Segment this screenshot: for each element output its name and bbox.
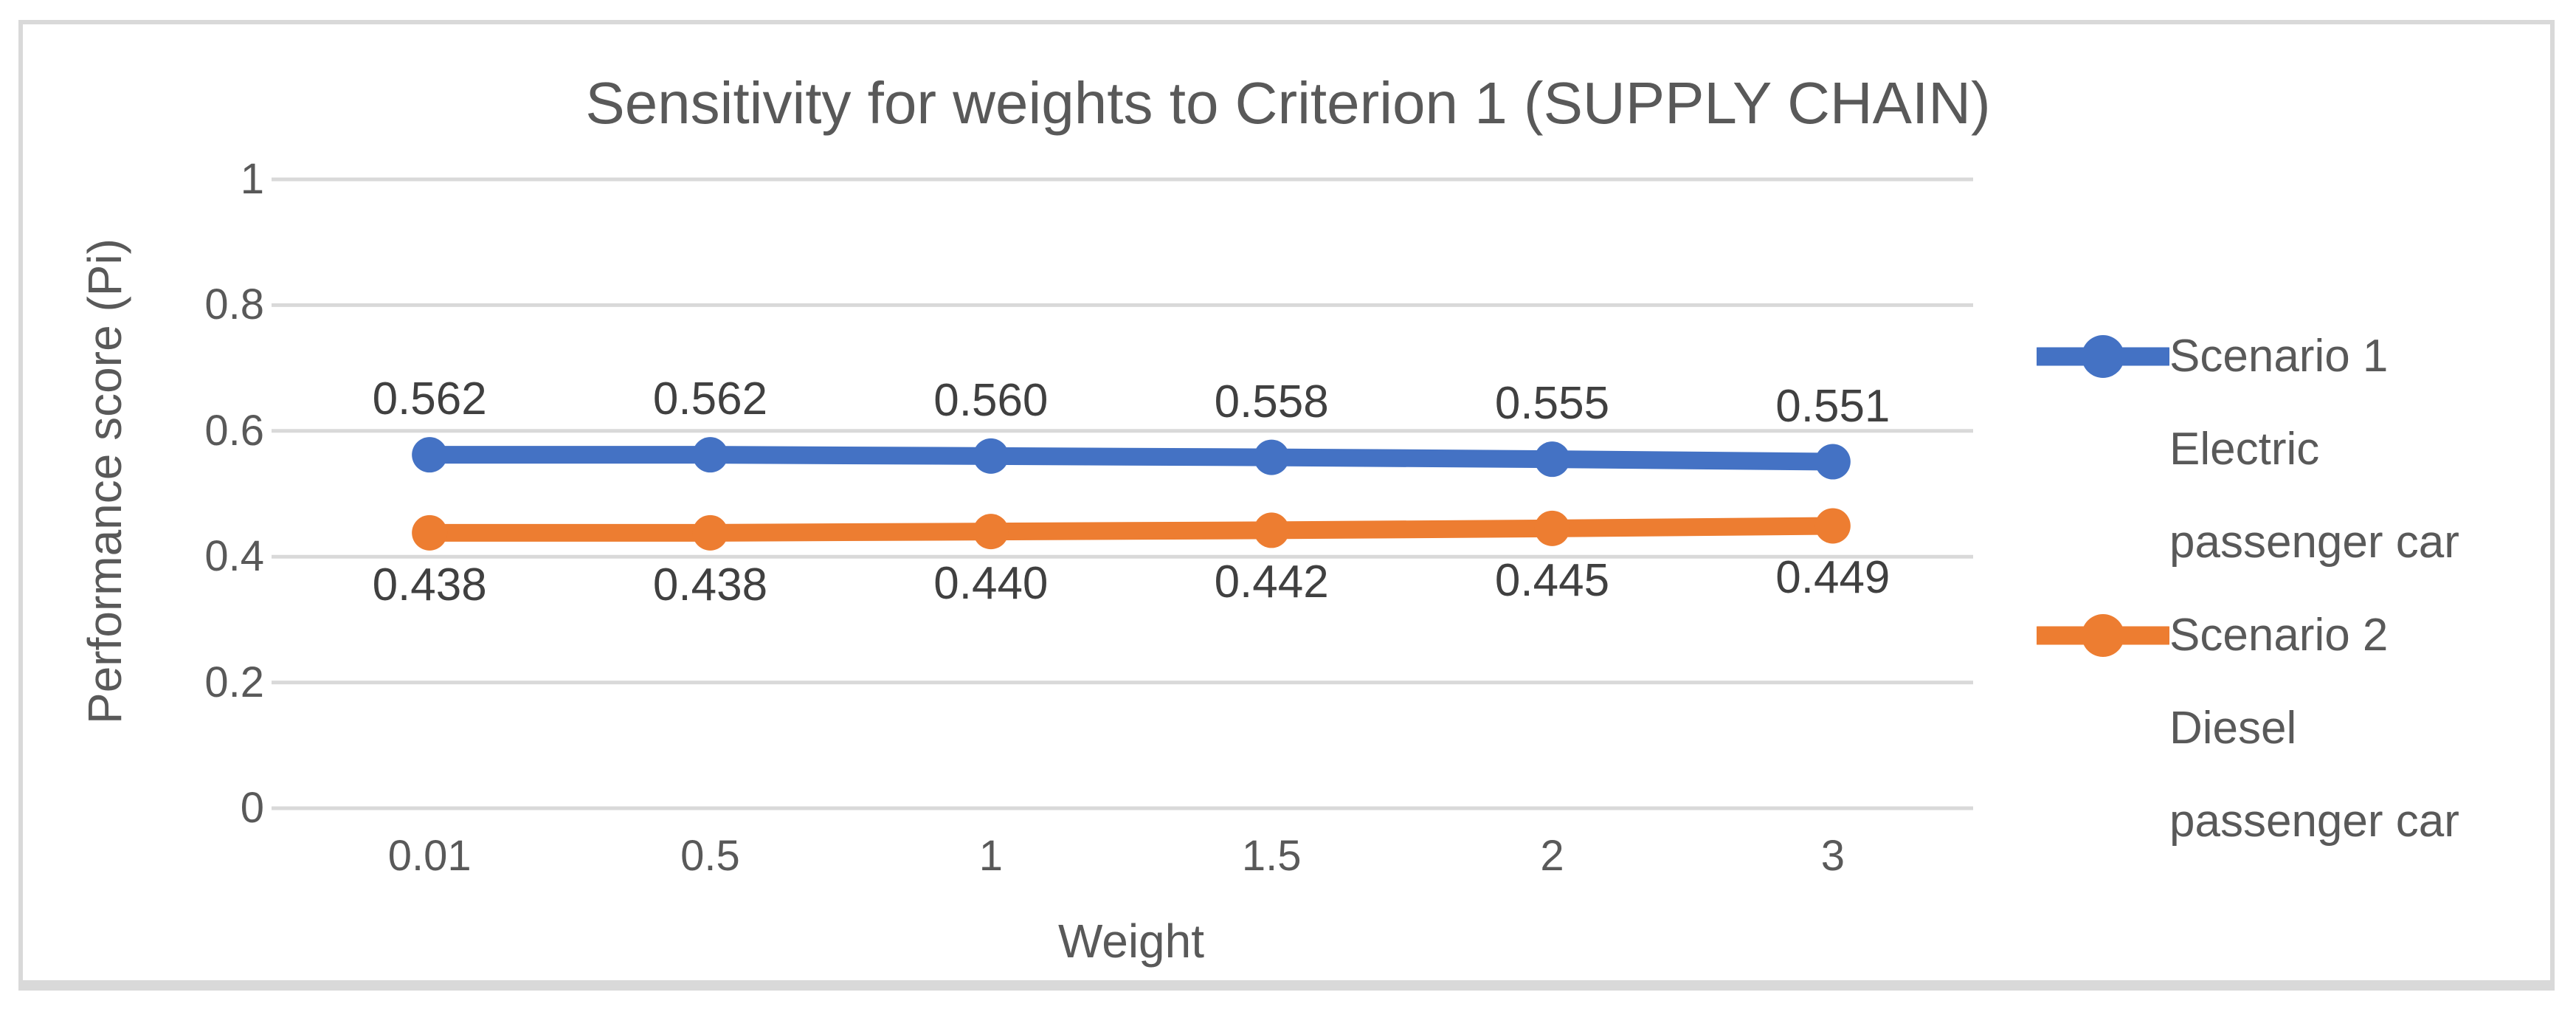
data-label: 0.562 (372, 373, 487, 425)
legend-marker-icon (2037, 335, 2169, 378)
chart-border (18, 20, 2555, 991)
data-point-marker (412, 514, 448, 551)
data-point-marker (1814, 444, 1851, 480)
legend-marker-icon (2037, 614, 2169, 657)
data-label: 0.442 (1214, 557, 1329, 608)
legend-item: Scenario 1 Electric passenger car (2037, 310, 2561, 589)
data-point-marker (412, 437, 448, 473)
y-tick-label: 0 (240, 784, 264, 832)
x-tick-label: 0.5 (680, 832, 740, 880)
data-point-marker (973, 514, 1009, 550)
series-line-scenario-2 (429, 517, 1833, 542)
legend-item-label: Scenario 2 Diesel passenger car (2169, 610, 2459, 847)
y-tick-label: 1 (240, 155, 264, 203)
data-label: 0.560 (933, 374, 1049, 426)
data-label: 0.555 (1494, 378, 1610, 430)
x-tick-label: 1 (978, 832, 1003, 880)
x-tick-label: 0.01 (387, 832, 472, 880)
data-point-marker (1254, 512, 1290, 548)
x-tick-label: 3 (1820, 832, 1845, 880)
data-point-marker (1534, 510, 1570, 546)
data-label: 0.440 (933, 558, 1049, 610)
legend: Scenario 1 Electric passenger car Scenari… (2037, 310, 2561, 868)
x-tick-label: 2 (1540, 832, 1564, 880)
data-label: 0.449 (1775, 552, 1890, 604)
y-tick-label: 0.4 (204, 532, 264, 581)
data-label: 0.445 (1494, 554, 1610, 606)
data-point-marker (1534, 441, 1570, 478)
data-label: 0.438 (372, 559, 487, 610)
y-tick-label: 0.6 (204, 406, 264, 455)
data-label: 0.562 (652, 373, 768, 425)
data-label: 0.551 (1775, 380, 1890, 432)
y-tick-label: 0.2 (204, 658, 264, 706)
data-point-marker (692, 437, 728, 473)
data-point-marker (1254, 439, 1290, 475)
legend-item: Scenario 2 Diesel passenger car (2037, 589, 2561, 868)
y-tick-label: 0.8 (204, 280, 264, 329)
data-point-marker (692, 514, 728, 551)
data-label: 0.438 (652, 559, 768, 610)
y-axis-title: Performance score (Pi) (78, 238, 131, 724)
legend-item-label: Scenario 1 Electric passenger car (2169, 331, 2459, 568)
data-point-marker (1814, 508, 1851, 544)
x-axis-title: Weight (1057, 915, 1205, 968)
data-label: 0.558 (1214, 376, 1329, 427)
data-point-marker (973, 438, 1009, 474)
x-tick-label: 1.5 (1241, 832, 1302, 880)
series-line-scenario-1 (429, 446, 1833, 471)
chart-title: Sensitivity for weights to Criterion 1 (… (585, 70, 1991, 136)
